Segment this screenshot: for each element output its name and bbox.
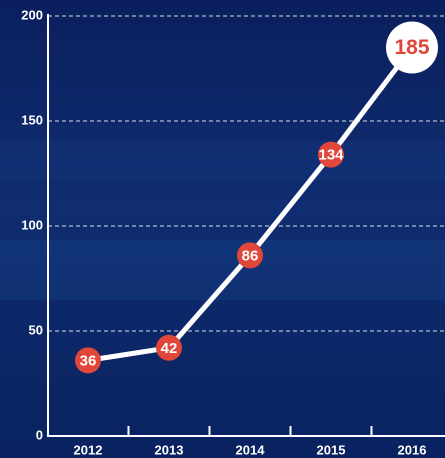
y-tick-label: 150 (21, 112, 43, 127)
marker (156, 334, 182, 361)
marker (75, 347, 101, 374)
data-label: 185 (394, 36, 429, 59)
background-stripe (0, 240, 445, 300)
y-tick-label: 0 (36, 427, 43, 442)
data-label: 134 (318, 147, 344, 164)
x-tick-label: 2015 (317, 442, 346, 457)
x-tick-label: 2014 (236, 442, 266, 457)
y-tick-label: 200 (21, 7, 43, 22)
x-tick-label: 2016 (398, 442, 427, 457)
x-tick-label: 2012 (74, 442, 103, 457)
marker (237, 242, 263, 269)
data-label: 86 (242, 247, 259, 264)
data-label: 36 (80, 352, 97, 369)
data-label: 42 (161, 340, 178, 357)
marker (318, 141, 344, 168)
marker (386, 21, 438, 74)
y-tick-label: 100 (21, 217, 43, 232)
background-stripe (0, 140, 445, 180)
y-tick-label: 50 (29, 322, 43, 337)
x-tick-label: 2013 (155, 442, 184, 457)
